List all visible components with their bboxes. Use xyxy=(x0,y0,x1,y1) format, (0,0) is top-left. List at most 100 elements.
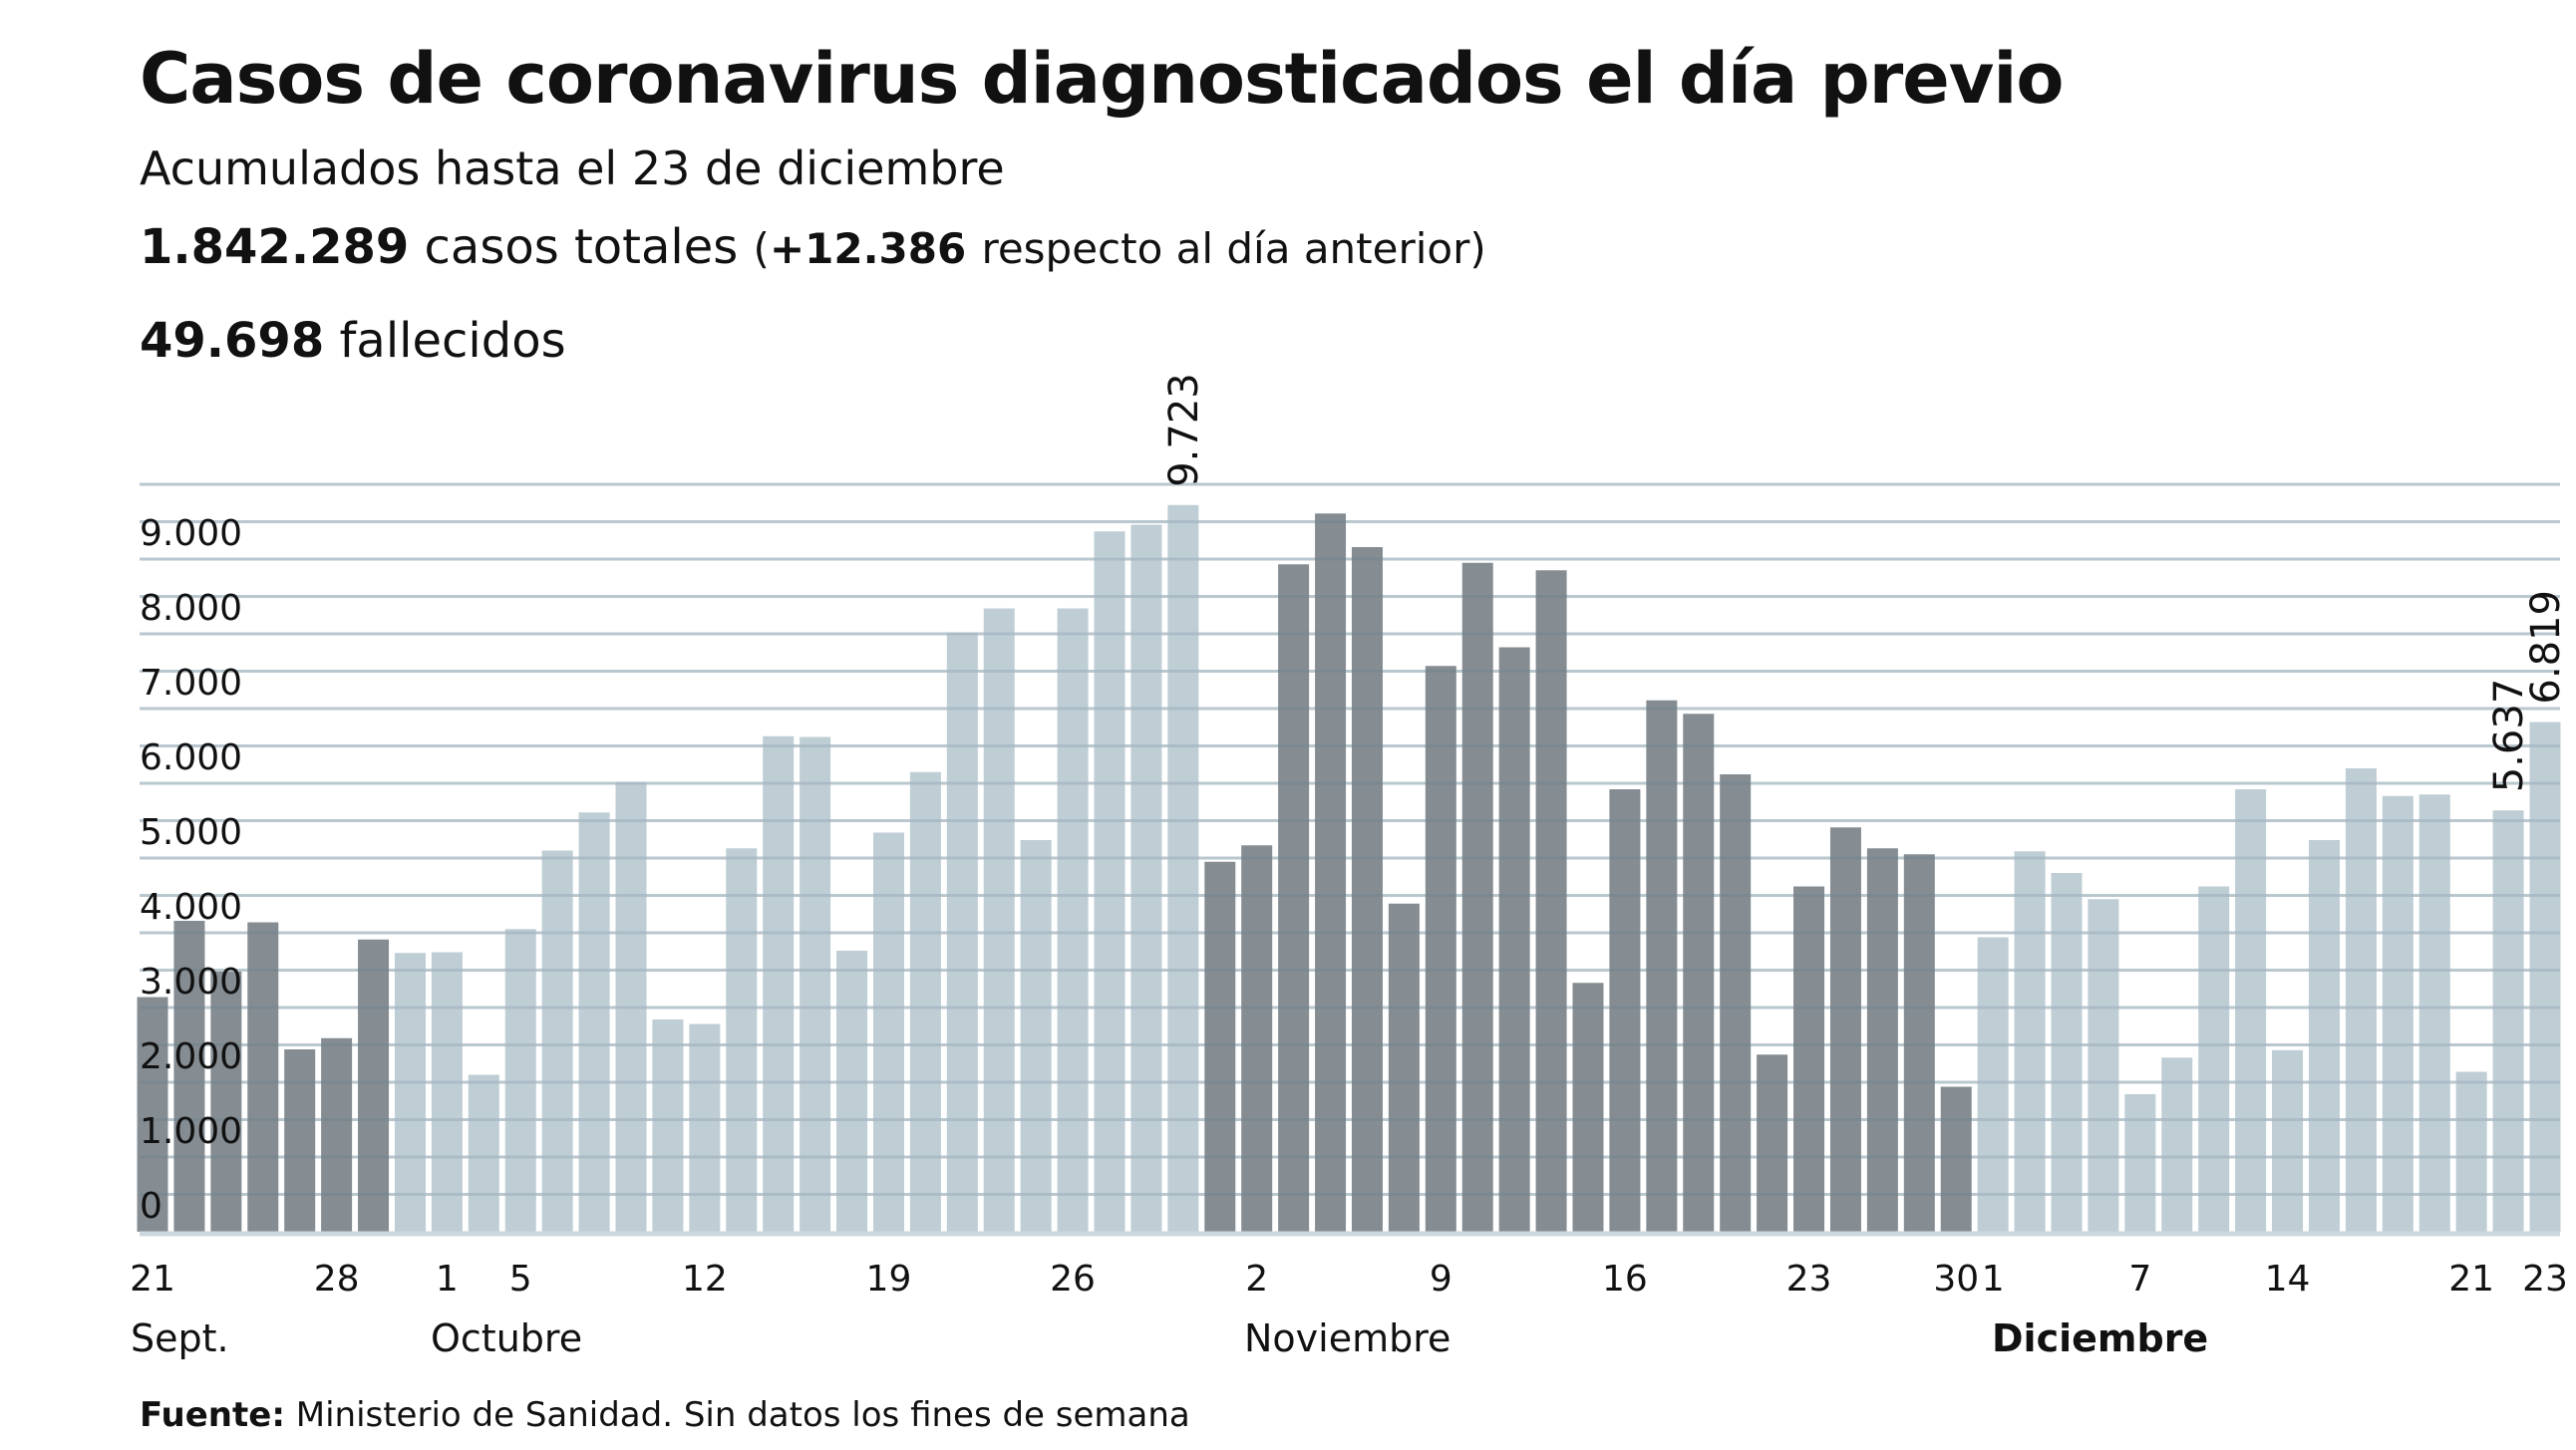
x-tick-label: 12 xyxy=(682,1259,728,1300)
month-label: Diciembre xyxy=(1992,1316,2208,1360)
bar xyxy=(1351,547,1383,1232)
x-tick-label: 19 xyxy=(866,1259,912,1300)
month-label: Octubre xyxy=(431,1316,582,1360)
bar xyxy=(358,939,390,1232)
bar xyxy=(2124,1094,2156,1232)
bar xyxy=(1020,840,1052,1232)
bar xyxy=(946,632,978,1232)
bar xyxy=(1057,608,1089,1232)
bar xyxy=(284,1049,316,1232)
bar xyxy=(615,781,647,1232)
x-tick-label: 2 xyxy=(1245,1259,1268,1300)
value-label: 5.637 xyxy=(2486,679,2532,793)
deaths-label: fallecidos xyxy=(339,313,566,369)
bar xyxy=(836,951,868,1232)
y-tick-label: 2.000 xyxy=(140,1036,242,1077)
bar xyxy=(2345,768,2377,1232)
x-tick-label: 7 xyxy=(2128,1259,2151,1300)
bar xyxy=(2051,873,2083,1232)
y-tick-label: 5.000 xyxy=(140,812,242,853)
bar xyxy=(468,1074,499,1232)
bar xyxy=(1498,647,1530,1232)
x-tick-label: 1 xyxy=(1982,1259,2005,1300)
bar xyxy=(1646,700,1678,1232)
bar xyxy=(1866,848,1898,1232)
bar xyxy=(652,1019,684,1232)
bar xyxy=(2308,840,2340,1232)
x-tick-label: 28 xyxy=(314,1259,360,1300)
bar xyxy=(1388,903,1420,1232)
y-tick-label: 0 xyxy=(140,1186,162,1227)
bar xyxy=(1720,774,1752,1232)
month-label: Sept. xyxy=(131,1316,229,1360)
y-tick-label: 8.000 xyxy=(140,588,242,629)
bar xyxy=(173,921,205,1232)
x-tick-label: 23 xyxy=(2522,1259,2568,1300)
x-tick-label: 26 xyxy=(1050,1259,1096,1300)
bar xyxy=(1241,845,1273,1232)
x-tick-label: 21 xyxy=(130,1259,175,1300)
bar xyxy=(210,972,242,1232)
bar xyxy=(1793,886,1825,1232)
bar xyxy=(1903,854,1935,1232)
bar xyxy=(689,1023,721,1232)
bar xyxy=(321,1037,353,1232)
total-cases-label: casos totales xyxy=(424,219,739,275)
chart-subtitle: Acumulados hasta el 23 de diciembre xyxy=(140,142,1005,195)
bar xyxy=(431,952,463,1232)
deaths-line: 49.698 fallecidos xyxy=(140,313,566,369)
bar xyxy=(2455,1071,2487,1232)
bar xyxy=(1683,714,1715,1232)
bar xyxy=(2088,899,2119,1232)
y-tick-label: 1.000 xyxy=(140,1111,242,1152)
x-tick-label: 30 xyxy=(1933,1259,1979,1300)
x-tick-label: 1 xyxy=(436,1259,459,1300)
bar xyxy=(1829,827,1861,1232)
source-note: Fuente: Ministerio de Sanidad. Sin datos… xyxy=(140,1395,1190,1435)
source-label: Fuente: xyxy=(140,1395,285,1435)
x-tick-label: 23 xyxy=(1786,1259,1832,1300)
bar xyxy=(578,812,610,1232)
bar xyxy=(2161,1057,2193,1232)
bar xyxy=(2272,1049,2304,1232)
bar xyxy=(1167,504,1199,1232)
x-tick-label: 16 xyxy=(1602,1259,1648,1300)
bar xyxy=(2382,795,2414,1232)
x-tick-label: 5 xyxy=(509,1259,532,1300)
value-label: 6.819 xyxy=(2523,590,2569,705)
bar xyxy=(1461,562,1493,1232)
bar xyxy=(1315,513,1347,1232)
month-label: Noviembre xyxy=(1244,1316,1450,1360)
bar xyxy=(800,736,831,1232)
bar xyxy=(2235,789,2267,1232)
bar xyxy=(1609,789,1641,1232)
bar xyxy=(247,922,279,1232)
y-tick-label: 7.000 xyxy=(140,663,242,704)
delta-open: ( xyxy=(753,224,770,273)
bar xyxy=(1572,983,1604,1232)
total-cases-value: 1.842.289 xyxy=(140,219,410,275)
x-tick-label: 14 xyxy=(2265,1259,2311,1300)
delta-value: +12.386 xyxy=(769,224,967,273)
bar xyxy=(541,850,573,1232)
bar xyxy=(1940,1086,1972,1232)
bar xyxy=(137,997,168,1232)
y-tick-label: 9.000 xyxy=(140,513,242,554)
bar xyxy=(504,929,536,1232)
y-tick-label: 6.000 xyxy=(140,737,242,778)
bar xyxy=(1130,524,1162,1232)
deaths-value: 49.698 xyxy=(140,313,325,369)
bar xyxy=(2418,794,2450,1232)
bar xyxy=(872,832,904,1232)
x-tick-label: 21 xyxy=(2448,1259,2494,1300)
total-cases-line: 1.842.289 casos totales (+12.386 respect… xyxy=(140,219,1486,275)
bar xyxy=(726,848,758,1232)
value-label: 9.723 xyxy=(1161,373,1207,487)
bar xyxy=(1757,1054,1788,1232)
bar xyxy=(394,953,426,1232)
source-text: Ministerio de Sanidad. Sin datos los fin… xyxy=(295,1395,1190,1435)
bar xyxy=(909,771,941,1232)
chart-title: Casos de coronavirus diagnosticados el d… xyxy=(140,38,2064,120)
bar xyxy=(1535,570,1567,1232)
